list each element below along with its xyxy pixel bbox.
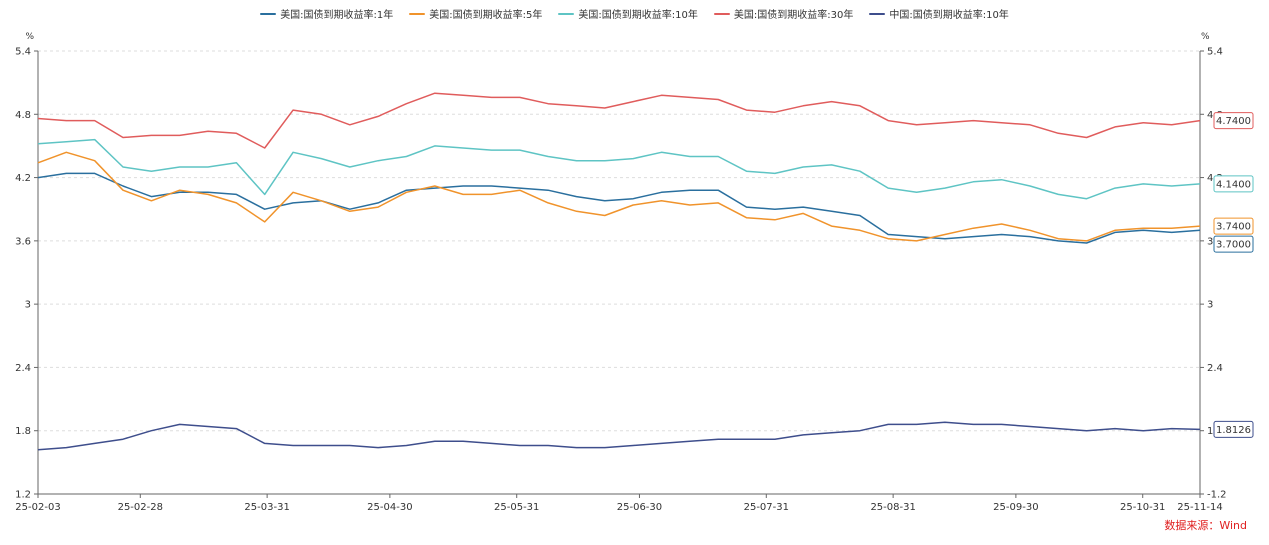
legend-label: 美国:国债到期收益率:1年 <box>280 10 394 21</box>
legend-item-0[interactable]: 美国:国债到期收益率:1年 <box>260 6 393 21</box>
end-label-box-0 <box>1213 235 1254 253</box>
y-tick-label-left: 2.4 <box>15 363 31 374</box>
y-unit-right: % <box>1201 32 1210 42</box>
series-line-4 <box>37 421 1201 451</box>
data-source-note: 数据来源：Wind <box>1164 519 1247 532</box>
legend-item-3[interactable]: 美国:国债到期收益率:30年 <box>713 6 854 21</box>
series-line-0 <box>37 172 1201 244</box>
end-label-box-3 <box>1213 112 1254 130</box>
legend-label: 美国:国债到期收益率:5年 <box>429 10 543 21</box>
end-label-box-2 <box>1213 175 1254 193</box>
end-label-4: 1.8126 <box>1216 425 1251 436</box>
y-unit-left: % <box>25 32 34 42</box>
end-label-0: 3.7000 <box>1216 240 1251 251</box>
x-tick-label: 25-02-28 <box>118 502 163 513</box>
x-tick-label: 25-03-31 <box>244 502 289 513</box>
series-line-2 <box>37 138 1201 200</box>
y-tick-label-left: 4.8 <box>15 110 31 121</box>
legend-swatch <box>409 12 426 15</box>
legend-swatch <box>713 12 730 15</box>
y-tick-label-left: 3 <box>25 300 31 311</box>
legend-item-2[interactable]: 美国:国债到期收益率:10年 <box>558 6 698 21</box>
legend-label: 美国:国债到期收益率:30年 <box>733 10 854 21</box>
y-tick-label-left: 5.4 <box>15 47 31 58</box>
y-tick-label-right: 3 <box>1207 300 1213 311</box>
y-tick-label-left: 4.2 <box>15 173 31 184</box>
legend-label: 美国:国债到期收益率:10年 <box>578 10 698 21</box>
x-tick-label: 25-08-31 <box>870 502 915 513</box>
series-line-3 <box>37 92 1201 149</box>
series-line-1 <box>37 151 1201 242</box>
end-label-box-1 <box>1213 217 1254 235</box>
x-tick-label: 25-06-30 <box>617 502 662 513</box>
chart-legend: 美国:国债到期收益率:1年 美国:国债到期收益率:5年 美国:国债到期收益率:10年… <box>0 6 1269 21</box>
end-label-3: 4.7400 <box>1216 116 1251 127</box>
x-tick-label: 25-09-30 <box>993 502 1038 513</box>
y-tick-label-right: -1.2 <box>1207 490 1227 501</box>
legend-label: 中国:国债到期收益率:10年 <box>889 10 1009 21</box>
y-tick-label-right: 2.4 <box>1207 363 1223 374</box>
end-label-1: 3.7400 <box>1216 222 1251 233</box>
x-tick-label: 25-04-30 <box>367 502 412 513</box>
x-tick-label: 25-10-31 <box>1120 502 1165 513</box>
x-tick-label: 25-07-31 <box>744 502 789 513</box>
legend-swatch <box>869 12 886 15</box>
legend-item-1[interactable]: 美国:国债到期收益率:5年 <box>409 6 542 21</box>
end-label-box-4 <box>1213 420 1254 438</box>
x-tick-label: 25-11-14 <box>1177 502 1222 513</box>
y-tick-label-left: 3.6 <box>15 236 31 247</box>
x-tick-label: 25-05-31 <box>494 502 539 513</box>
y-tick-label-left: 1.2 <box>15 490 31 501</box>
legend-swatch <box>260 12 277 15</box>
y-tick-label-right: 5.4 <box>1207 47 1223 58</box>
legend-swatch <box>558 12 575 15</box>
x-tick-label: 25-02-03 <box>15 502 60 513</box>
legend-item-4[interactable]: 中国:国债到期收益率:10年 <box>869 6 1009 21</box>
end-label-2: 4.1400 <box>1216 179 1251 190</box>
y-tick-label-left: 1.8 <box>15 426 31 437</box>
